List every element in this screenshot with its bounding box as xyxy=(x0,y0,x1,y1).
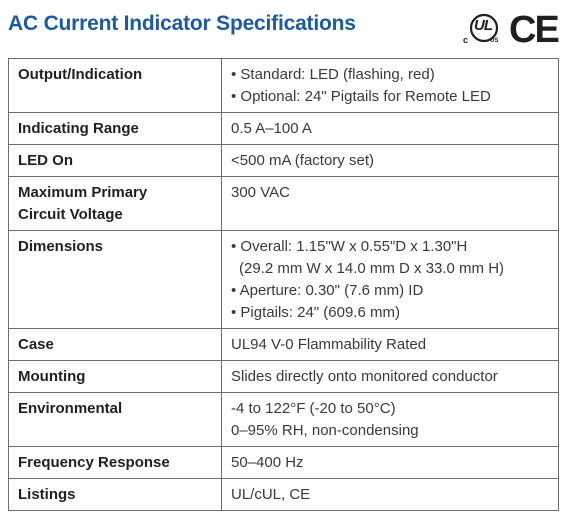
value-line: 0.5 A–100 A xyxy=(231,120,312,137)
table-row: Output/Indication • Standard: LED (flash… xyxy=(8,58,559,113)
page-title: AC Current Indicator Specifications xyxy=(8,12,356,35)
value-line: (29.2 mm W x 14.0 mm D x 33.0 mm H) xyxy=(239,260,505,277)
value-line: • Overall: 1.15"W x 0.55"D x 1.30"H xyxy=(231,238,468,255)
row-label: Listings xyxy=(8,478,222,511)
row-value: • Overall: 1.15"W x 0.55"D x 1.30"H (29.… xyxy=(221,230,559,329)
ul-circle-icon xyxy=(469,13,499,43)
value-line: 300 VAC xyxy=(231,184,290,201)
value-line: • Optional: 24" Pigtails for Remote LED xyxy=(231,88,491,105)
row-label: Environmental xyxy=(8,392,222,447)
table-row: Environmental -4 to 122°F (-20 to 50°C) … xyxy=(8,392,559,447)
row-label: Mounting xyxy=(8,360,222,393)
value-line: -4 to 122°F (-20 to 50°C) xyxy=(231,400,396,417)
row-value: UL94 V-0 Flammability Rated xyxy=(221,328,559,361)
table-row: Maximum Primary Circuit Voltage 300 VAC xyxy=(8,176,559,231)
value-line: Slides directly onto monitored conductor xyxy=(231,368,498,385)
row-label: Dimensions xyxy=(8,230,222,329)
value-line: UL94 V-0 Flammability Rated xyxy=(231,336,427,353)
ul-certification-logo: UL c US xyxy=(462,10,504,50)
row-label: Output/Indication xyxy=(8,58,222,113)
table-row: LED On <500 mA (factory set) xyxy=(8,144,559,177)
row-label: Maximum Primary Circuit Voltage xyxy=(8,176,222,231)
row-label: Frequency Response xyxy=(8,446,222,479)
row-value: UL/cUL, CE xyxy=(221,478,559,511)
row-label: Case xyxy=(8,328,222,361)
row-value: -4 to 122°F (-20 to 50°C) 0–95% RH, non-… xyxy=(221,392,559,447)
table-row: Case UL94 V-0 Flammability Rated xyxy=(8,328,559,361)
value-line: • Pigtails: 24" (609.6 mm) xyxy=(231,304,400,321)
row-value: 0.5 A–100 A xyxy=(221,112,559,145)
value-line: • Aperture: 0.30" (7.6 mm) ID xyxy=(231,282,424,299)
row-value: Slides directly onto monitored conductor xyxy=(221,360,559,393)
header: AC Current Indicator Specifications UL c… xyxy=(0,0,567,58)
value-line: • Standard: LED (flashing, red) xyxy=(231,66,435,83)
row-label: Indicating Range xyxy=(8,112,222,145)
value-line: 50–400 Hz xyxy=(231,454,304,471)
row-label: LED On xyxy=(8,144,222,177)
row-value: <500 mA (factory set) xyxy=(221,144,559,177)
label-line: Circuit Voltage xyxy=(18,206,123,223)
ce-mark: CE xyxy=(509,9,560,51)
label-line: Maximum Primary xyxy=(18,184,148,201)
row-value: 300 VAC xyxy=(221,176,559,231)
row-value: 50–400 Hz xyxy=(221,446,559,479)
table-row: Listings UL/cUL, CE xyxy=(8,478,559,511)
spec-table: Output/Indication • Standard: LED (flash… xyxy=(8,58,559,511)
ul-c-mark: c xyxy=(463,35,469,45)
value-line: 0–95% RH, non-condensing xyxy=(231,422,419,439)
table-row: Mounting Slides directly onto monitored … xyxy=(8,360,559,393)
table-row: Dimensions • Overall: 1.15"W x 0.55"D x … xyxy=(8,230,559,329)
row-value: • Standard: LED (flashing, red) • Option… xyxy=(221,58,559,113)
ul-mark: UL xyxy=(474,17,493,34)
table-row: Indicating Range 0.5 A–100 A xyxy=(8,112,559,145)
value-line: UL/cUL, CE xyxy=(231,486,311,503)
ul-us-mark: US xyxy=(490,38,499,44)
value-line: <500 mA (factory set) xyxy=(231,152,374,169)
table-row: Frequency Response 50–400 Hz xyxy=(8,446,559,479)
ce-certification-logo: CE xyxy=(509,9,560,51)
